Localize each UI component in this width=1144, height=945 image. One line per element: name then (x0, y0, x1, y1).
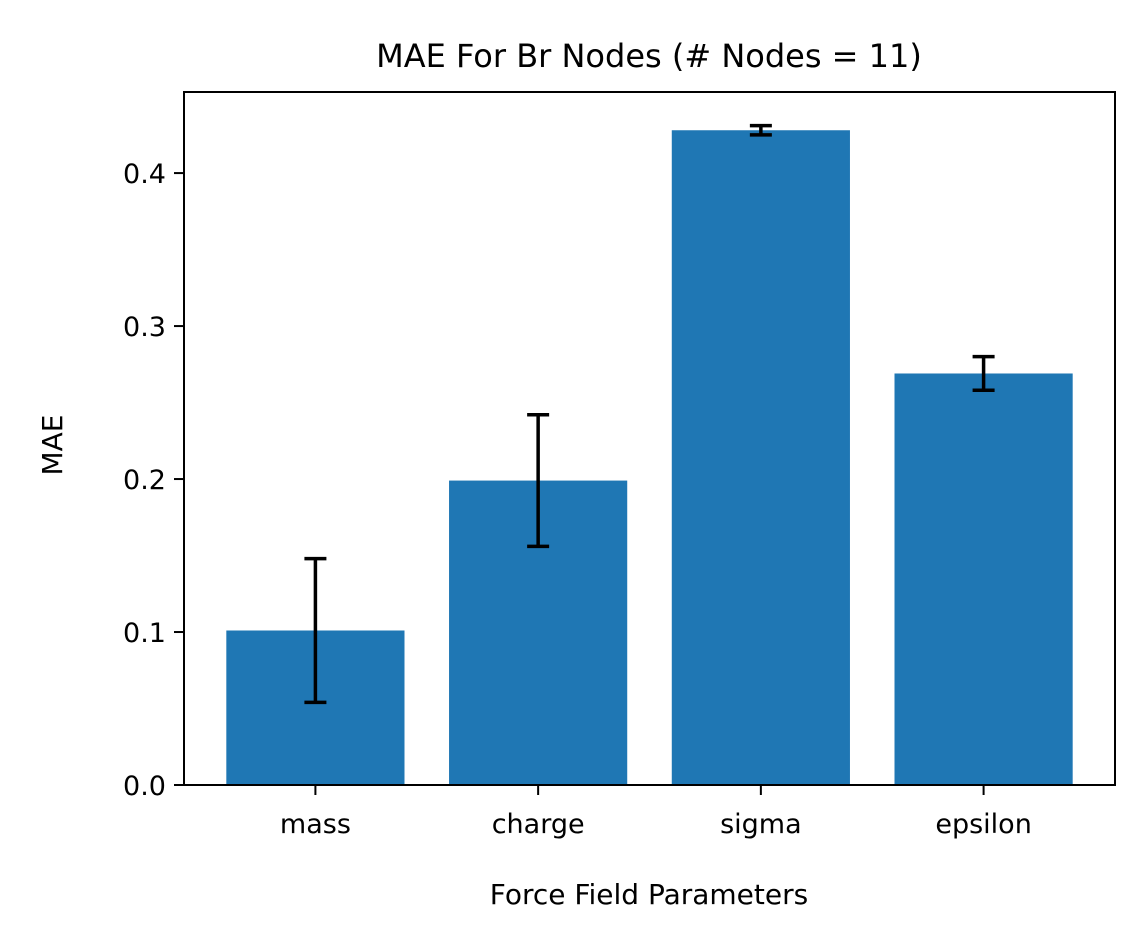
bars-group (226, 130, 1073, 786)
y-tick-label-4: 0.4 (123, 159, 166, 190)
x-tick-label-sigma: sigma (720, 809, 802, 840)
x-axis: mass charge sigma epsilon (280, 785, 1032, 840)
plot-frame (183, 91, 1116, 786)
bar-sigma (671, 130, 850, 786)
y-tick-label-2: 0.2 (123, 465, 166, 496)
bar-epsilon (894, 373, 1073, 785)
y-tick-label-1: 0.1 (123, 618, 166, 649)
x-tick-label-mass: mass (280, 809, 351, 840)
x-tick-label-charge: charge (492, 809, 585, 840)
x-tick-label-epsilon: epsilon (935, 809, 1031, 840)
y-tick-label-3: 0.3 (123, 312, 166, 343)
y-axis: 0.0 0.1 0.2 0.3 0.4 (123, 159, 184, 802)
x-axis-label: Force Field Parameters (490, 878, 808, 911)
error-bars-group (304, 123, 995, 705)
y-axis-label: MAE (36, 414, 69, 475)
y-tick-label-0: 0.0 (123, 771, 166, 802)
chart-title: MAE For Br Nodes (# Nodes = 11) (376, 37, 922, 75)
